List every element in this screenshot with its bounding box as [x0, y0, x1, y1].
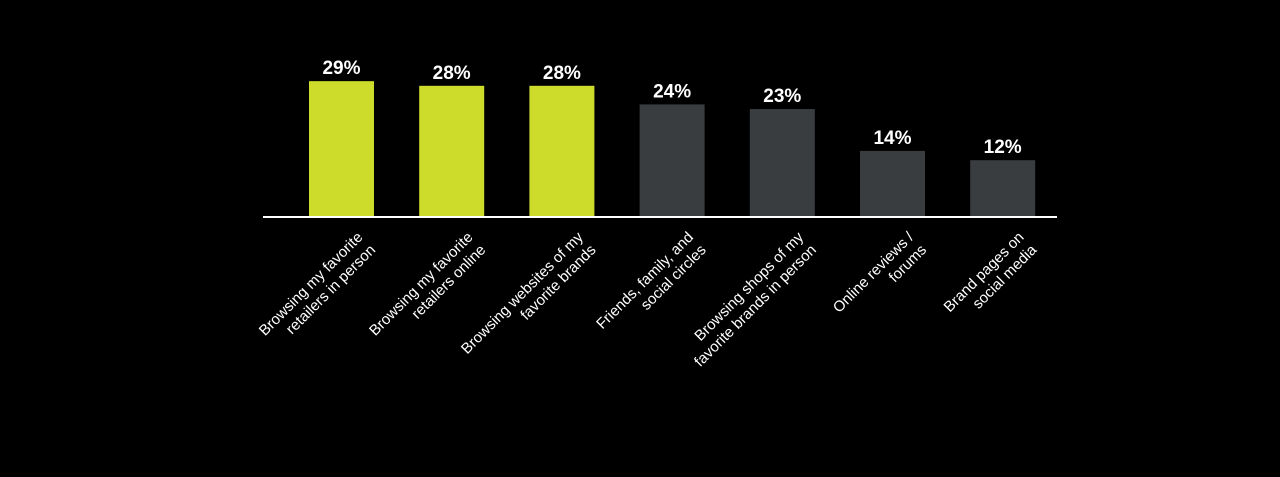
data-label-2: 28%: [433, 63, 471, 84]
data-label-6: 14%: [873, 128, 911, 149]
data-label-4: 24%: [653, 81, 691, 102]
bar-2: [419, 85, 485, 216]
category-label-line: Browsing my favorite: [256, 229, 366, 339]
bar-1: [309, 81, 374, 217]
bar-7: [970, 160, 1036, 216]
bar-5: [749, 109, 815, 216]
bar-4: [639, 104, 705, 216]
category-label-4: Friends, family, andsocial circles: [593, 229, 710, 346]
bar-3: [529, 85, 595, 216]
category-label-7: Brand pages onsocial media: [941, 228, 1041, 328]
category-label-line: favorite brands in person: [691, 242, 820, 371]
data-label-7: 12%: [984, 137, 1022, 158]
category-label-line: Browsing shops of my: [691, 228, 807, 344]
category-label-1: Browsing my favoriteretailers in person: [256, 229, 379, 352]
data-label-1: 29%: [322, 58, 360, 79]
data-label-3: 28%: [543, 63, 581, 84]
bar-6: [860, 150, 925, 216]
data-label-5: 23%: [763, 86, 801, 107]
category-label-6: Online reviews /forums: [830, 228, 931, 329]
category-label-line: Browsing my favorite: [366, 229, 476, 339]
